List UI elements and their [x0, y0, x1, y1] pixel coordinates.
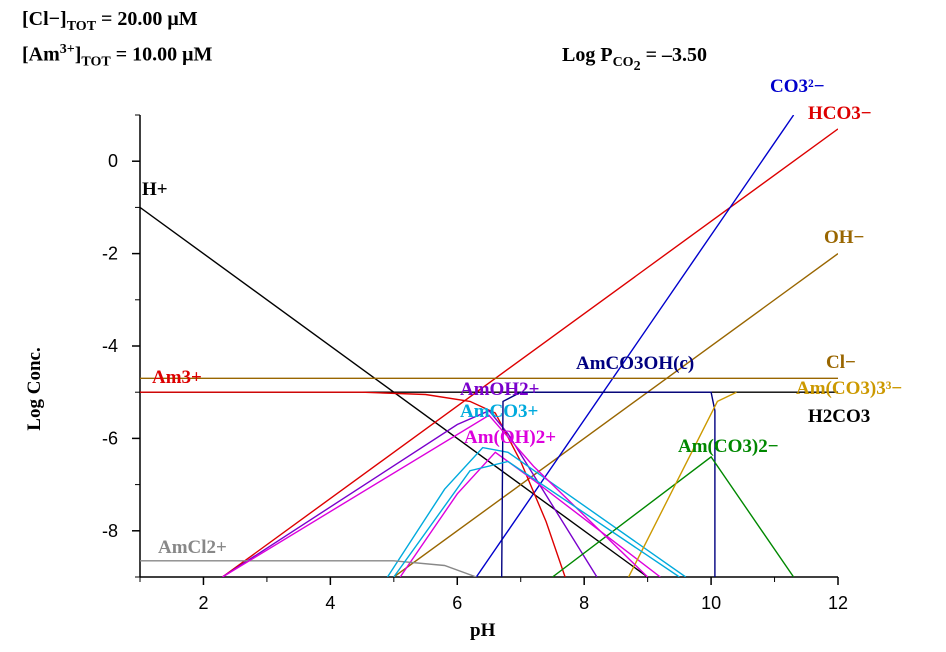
cl-total-label: [Cl−]TOT = 20.00 μM	[22, 8, 198, 34]
series-line-co3	[475, 115, 795, 577]
x-tick-label: 4	[325, 593, 335, 613]
y-axis-title: Log Conc.	[24, 347, 45, 431]
chart-axes: 2 4 6 8 10 12 0 -2 -4 -6 -8	[102, 114, 848, 613]
series-line-am-oh-2	[399, 451, 661, 577]
x-tick-label: 10	[701, 593, 721, 613]
series-line-oh	[393, 253, 838, 577]
label-amoh: AmOH2+	[460, 379, 540, 400]
am-total-label: [Am3+]TOT = 10.00 μM	[22, 42, 213, 70]
x-tick-label: 2	[198, 593, 208, 613]
label-amco3ohc: AmCO3OH(c)	[576, 353, 695, 374]
label-h2co3: H2CO3	[808, 406, 871, 427]
label-amco3-2: Am(CO3)2−	[678, 436, 779, 457]
label-oh: OH−	[824, 227, 865, 248]
x-tick-label: 12	[828, 593, 848, 613]
pco2-label: Log PCO2 = –3.50	[562, 44, 707, 74]
series-line-am3	[140, 391, 566, 577]
label-am3: Am3+	[152, 367, 202, 388]
x-tick-label: 8	[579, 593, 589, 613]
label-cl: Cl−	[826, 352, 856, 373]
series-line-hco3	[222, 128, 838, 577]
label-hco3: HCO3−	[808, 103, 872, 124]
label-amco3: AmCO3+	[460, 401, 539, 422]
x-axis-title: pH	[470, 620, 496, 641]
label-co3: CO3²−	[770, 76, 825, 97]
chart-lines	[140, 115, 838, 577]
series-line-amco3	[386, 446, 687, 577]
series-line-amcl2	[140, 560, 477, 577]
label-amcl: AmCl2+	[158, 537, 227, 558]
y-tick-label: -2	[102, 244, 118, 264]
y-tick-label: -4	[102, 336, 118, 356]
label-h: H+	[142, 179, 168, 200]
series-line-extra-15	[393, 460, 680, 577]
y-tick-label: -8	[102, 521, 118, 541]
x-tick-label: 6	[452, 593, 462, 613]
y-tick-label: 0	[108, 151, 118, 171]
label-amco3-3: Am(CO3)3³−	[796, 378, 903, 399]
series-line-am-co3-2	[552, 455, 795, 577]
series-line-extra-14	[222, 414, 649, 577]
label-amoh2: Am(OH)2+	[464, 427, 557, 448]
series-line-am-co3-3	[627, 391, 737, 577]
y-tick-label: -6	[102, 428, 118, 448]
